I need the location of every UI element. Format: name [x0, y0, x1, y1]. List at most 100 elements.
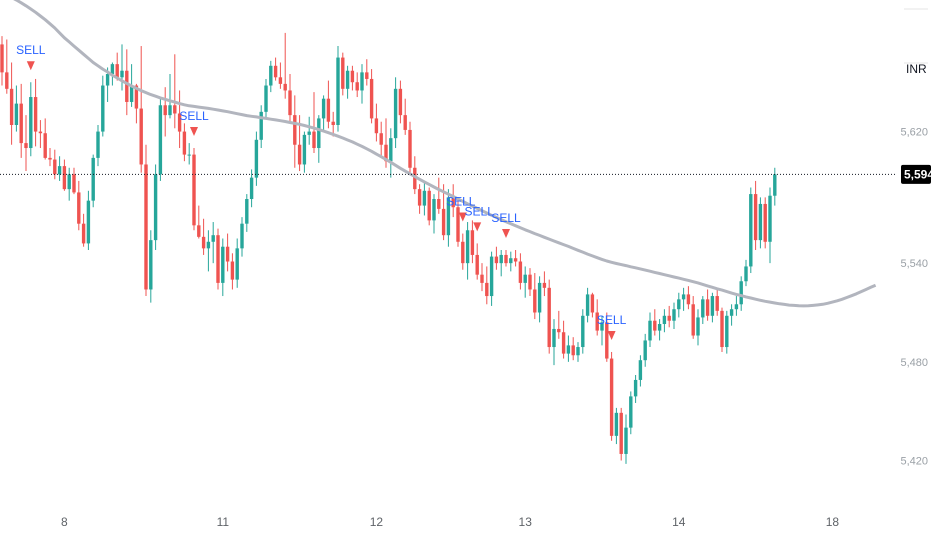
candle-body [638, 360, 643, 380]
candle [389, 128, 393, 178]
candle-body [657, 324, 662, 331]
sell-arrow-icon [473, 222, 482, 232]
candle-body [168, 105, 172, 116]
candle-body [537, 282, 542, 313]
candle-body [533, 289, 537, 313]
candle [624, 414, 628, 464]
candle [293, 95, 297, 168]
candle-body [81, 223, 86, 244]
candle [571, 337, 575, 361]
candle [360, 64, 364, 104]
candle [681, 287, 686, 311]
candle [72, 167, 76, 195]
moving-average-layer [13, 0, 877, 308]
candle [149, 230, 153, 303]
candle [696, 309, 700, 346]
candle-body [585, 294, 590, 316]
candle-body [489, 256, 494, 297]
candle-body [96, 131, 100, 158]
price-tick-label: 5,420 [900, 456, 928, 468]
candle-body [197, 225, 201, 237]
candle-body [518, 261, 523, 283]
candle-body [470, 230, 475, 255]
candle [158, 98, 163, 181]
candle-body [648, 320, 652, 341]
candle-body [753, 194, 758, 241]
candle [437, 177, 441, 214]
candle-body [331, 121, 335, 125]
candle [273, 57, 278, 81]
candle-body [389, 138, 393, 162]
candle [24, 115, 28, 172]
candle-body [206, 241, 211, 249]
candle-body [173, 105, 177, 114]
candle-body [710, 296, 715, 316]
candle-body [547, 287, 551, 348]
candle [235, 238, 239, 288]
candle-body [513, 258, 518, 262]
candle-body [120, 70, 124, 78]
candle [249, 169, 254, 208]
candle-body [643, 340, 647, 361]
candle-body [475, 254, 479, 275]
candle [768, 187, 772, 264]
candle-body [480, 274, 484, 283]
candle-body [432, 199, 436, 221]
candle-body [293, 115, 297, 145]
sell-signal: SELL [597, 313, 627, 340]
candle [461, 233, 465, 270]
candle [29, 82, 33, 157]
candle [91, 154, 95, 208]
candle [408, 121, 412, 173]
candle [537, 276, 542, 323]
candle-body [677, 299, 681, 310]
last-price-badge: 5,594 [901, 164, 932, 184]
candle-body [216, 235, 220, 283]
candle-body [552, 328, 556, 348]
candle-body [38, 131, 43, 134]
sell-label: SELL [597, 313, 627, 327]
sell-label: SELL [446, 195, 476, 209]
sell-signal: SELL [446, 195, 476, 222]
candle [278, 62, 283, 89]
candle-body [609, 358, 614, 436]
candle [254, 131, 259, 186]
candle [211, 222, 215, 264]
candle [451, 184, 455, 218]
candle [701, 296, 705, 325]
candle-body [144, 164, 148, 290]
candle [585, 287, 590, 323]
candle [81, 213, 86, 247]
candle [57, 156, 62, 181]
candle-body [230, 261, 235, 280]
candle-body [571, 345, 575, 356]
sell-signal: SELL [465, 204, 494, 232]
candle-body [57, 166, 62, 175]
candle [307, 116, 311, 145]
candle-body [33, 97, 38, 132]
candle [576, 342, 580, 362]
candle [705, 289, 710, 321]
candle-body [566, 345, 571, 354]
sell-label: SELL [179, 109, 209, 123]
candle [206, 230, 211, 272]
candle [312, 92, 316, 153]
candle [749, 187, 753, 274]
candle [173, 54, 177, 129]
candle [77, 180, 81, 231]
candle [739, 276, 743, 311]
candle-body [317, 118, 321, 149]
candle-body [393, 88, 398, 139]
candle [317, 115, 321, 163]
candle-body [763, 203, 767, 242]
candle [465, 222, 470, 280]
candle-body [86, 200, 91, 244]
candle-body [192, 154, 196, 226]
candle [600, 315, 604, 346]
candle-body [744, 266, 748, 282]
candle-body [24, 143, 28, 149]
candle-body [153, 174, 158, 241]
candle [523, 266, 527, 298]
